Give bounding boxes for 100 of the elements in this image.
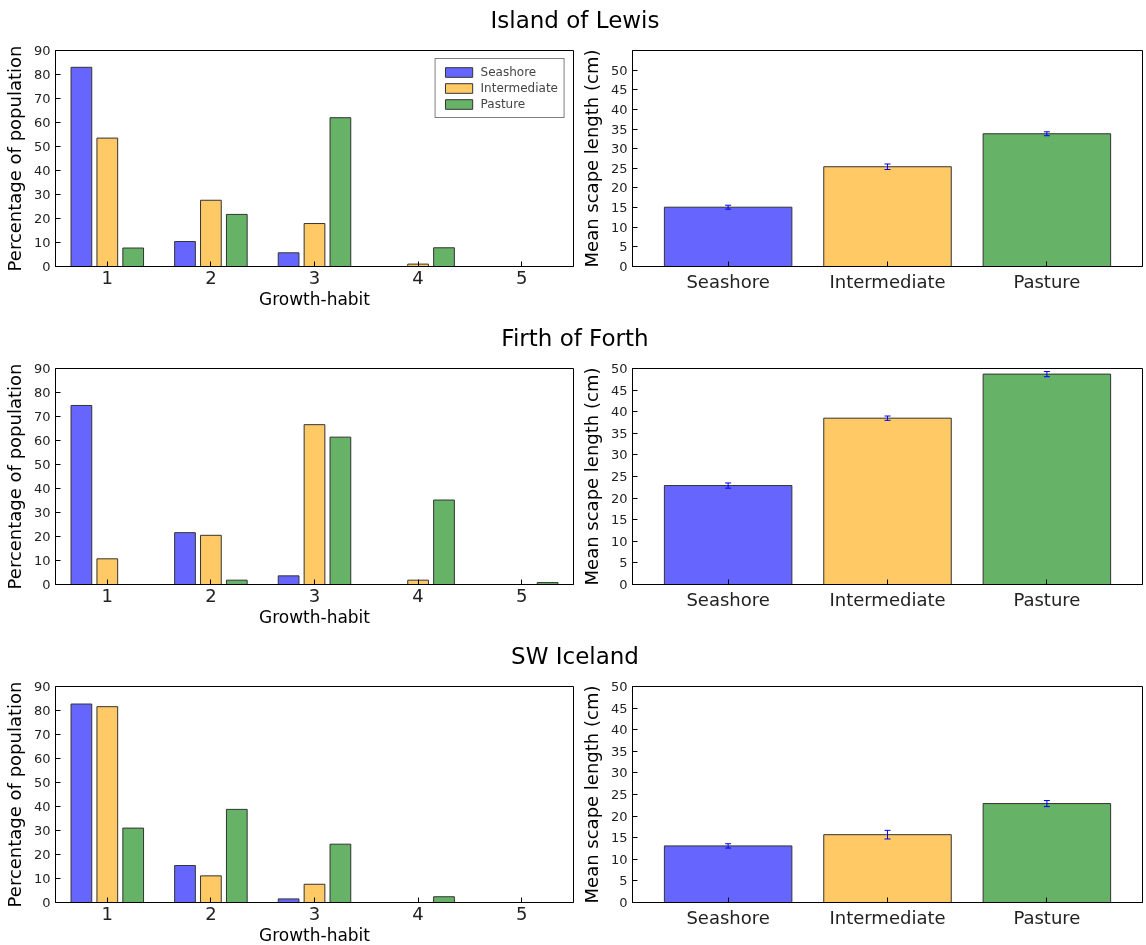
y-tick-label: 80 — [33, 385, 51, 400]
y-tick-label: 30 — [33, 187, 51, 202]
y-tick-label: 20 — [33, 847, 51, 862]
x-tick-label: Pasture — [1013, 270, 1081, 292]
y-tick-label: 25 — [610, 160, 628, 176]
x-tick-label: 1 — [101, 902, 114, 924]
x-tick-label: Pasture — [1013, 588, 1081, 610]
y-tick-label: 40 — [33, 799, 51, 814]
legend-label: Intermediate — [480, 81, 558, 95]
y-tick-label: 25 — [610, 787, 628, 802]
y-tick-label: 5 — [619, 873, 628, 889]
y-tick-label: 40 — [610, 722, 628, 738]
y-tick-label: 0 — [619, 577, 628, 592]
y-tick-label: 0 — [619, 895, 628, 910]
y-tick-label: 20 — [33, 211, 51, 226]
x-tick-label: 5 — [515, 266, 528, 288]
chart-title: SW Iceland — [511, 642, 639, 671]
x-tick-label: 5 — [515, 584, 528, 606]
chart-title: Island of Lewis — [490, 6, 660, 35]
x-tick-label: 5 — [515, 902, 528, 924]
legend-label: Pasture — [480, 97, 526, 111]
x-tick-label: 2 — [205, 584, 217, 606]
y-tick-label: 35 — [610, 121, 628, 137]
y-axis-title: Percentage of population — [3, 363, 25, 590]
legend-label: Seashore — [480, 65, 537, 79]
x-tick-label: 3 — [308, 584, 321, 606]
x-tick-label: Intermediate — [829, 906, 946, 928]
x-tick-label: 4 — [412, 584, 424, 606]
y-tick-label: 40 — [33, 481, 51, 496]
y-tick-label: 45 — [610, 82, 628, 98]
x-tick-label: 4 — [412, 902, 424, 924]
y-tick-label: 50 — [610, 361, 628, 376]
x-tick-label: Intermediate — [829, 270, 946, 292]
y-tick-label: 15 — [610, 512, 628, 528]
y-axis-title: Mean scape length (cm) — [580, 49, 602, 268]
y-tick-label: 10 — [33, 235, 51, 250]
y-axis-title: Percentage of population — [3, 45, 25, 272]
x-tick-label: Pasture — [1013, 906, 1081, 928]
y-tick-label: 60 — [33, 115, 51, 130]
y-tick-label: 80 — [33, 703, 51, 718]
x-tick-label: Seashore — [686, 270, 770, 292]
y-tick-label: 10 — [610, 851, 628, 867]
y-axis-title: Percentage of population — [3, 681, 25, 908]
y-axis-title: Mean scape length (cm) — [580, 367, 602, 586]
x-tick-label: 2 — [205, 266, 217, 288]
y-tick-label: 70 — [33, 727, 51, 742]
y-tick-label: 45 — [610, 700, 628, 716]
x-tick-label: 1 — [101, 266, 114, 288]
y-tick-label: 45 — [610, 382, 628, 398]
y-tick-label: 20 — [610, 490, 628, 506]
y-tick-label: 70 — [33, 409, 51, 424]
y-tick-label: 50 — [33, 457, 51, 472]
y-tick-label: 35 — [610, 743, 628, 759]
y-tick-label: 90 — [33, 43, 51, 58]
y-tick-label: 0 — [42, 895, 51, 910]
y-tick-label: 70 — [33, 91, 51, 106]
y-tick-label: 0 — [619, 259, 628, 274]
y-tick-label: 35 — [610, 425, 628, 441]
x-tick-label: 3 — [308, 902, 321, 924]
x-axis-title: Growth-habit — [258, 606, 371, 627]
y-tick-label: 30 — [610, 447, 628, 463]
y-tick-label: 90 — [33, 679, 51, 694]
x-tick-label: 2 — [205, 902, 217, 924]
y-tick-label: 30 — [33, 505, 51, 520]
y-tick-label: 10 — [33, 553, 51, 568]
y-tick-label: 30 — [610, 765, 628, 781]
y-tick-label: 30 — [33, 823, 51, 838]
y-tick-label: 60 — [33, 751, 51, 766]
y-tick-label: 10 — [33, 871, 51, 886]
x-tick-label: 1 — [101, 584, 114, 606]
chart-title: Firth of Forth — [501, 324, 649, 353]
y-tick-label: 20 — [33, 529, 51, 544]
y-tick-label: 50 — [610, 62, 628, 78]
x-tick-label: 4 — [412, 266, 424, 288]
y-tick-label: 5 — [619, 239, 628, 255]
y-tick-label: 50 — [33, 775, 51, 790]
y-tick-label: 30 — [610, 141, 628, 157]
y-tick-label: 0 — [42, 577, 51, 592]
y-tick-label: 15 — [610, 830, 628, 846]
y-tick-label: 10 — [610, 533, 628, 549]
y-tick-label: 25 — [610, 469, 628, 484]
x-tick-label: Seashore — [686, 588, 770, 610]
y-tick-label: 50 — [610, 679, 628, 694]
y-tick-label: 40 — [33, 163, 51, 178]
y-axis-title: Mean scape length (cm) — [580, 685, 602, 904]
x-tick-label: 3 — [308, 266, 321, 288]
y-tick-label: 60 — [33, 433, 51, 448]
y-tick-label: 90 — [33, 361, 51, 376]
y-tick-label: 80 — [33, 67, 51, 82]
x-axis-title: Growth-habit — [258, 288, 371, 309]
y-tick-label: 5 — [619, 555, 628, 571]
y-tick-label: 15 — [610, 200, 628, 216]
y-tick-label: 50 — [33, 139, 51, 154]
x-axis-title: Growth-habit — [258, 924, 371, 945]
x-tick-label: Intermediate — [829, 588, 946, 610]
y-tick-label: 40 — [610, 101, 628, 117]
y-tick-label: 0 — [42, 259, 51, 274]
y-tick-label: 10 — [610, 219, 628, 235]
y-tick-label: 40 — [610, 404, 628, 420]
y-tick-label: 20 — [610, 808, 628, 824]
